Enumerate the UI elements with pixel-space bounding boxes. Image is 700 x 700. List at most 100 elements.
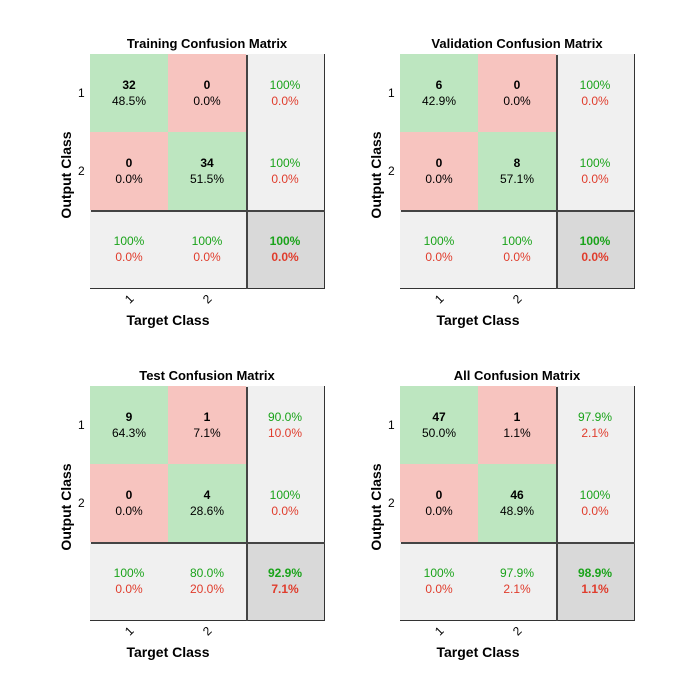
y-axis-label: Output Class: [368, 463, 384, 551]
x-tick-label: 1: [432, 623, 447, 639]
total-cell: 100% 0.0%: [246, 210, 325, 289]
summary-cell: 80.0% 20.0%: [168, 542, 247, 621]
y-tick-label: 1: [388, 418, 395, 432]
summary-cell: 100% 0.0%: [400, 542, 479, 621]
matrix-grid: 9 64.3% 1 7.1% 90.0% 10.0% 0 0.0% 4 28.6% 100% 0.0%…: [90, 386, 325, 621]
summary-separator-horizontal: [401, 210, 635, 212]
matrix-cell: 0 0.0%: [90, 464, 169, 543]
row-correct-rate: 100%: [579, 78, 611, 92]
col-correct-rate: 100%: [423, 234, 455, 248]
row-error-rate: 2.1%: [581, 426, 609, 440]
y-axis-label: Output Class: [58, 131, 74, 219]
cell-count: 0: [435, 156, 443, 170]
cell-count: 0: [435, 488, 443, 502]
total-cell: 100% 0.0%: [556, 210, 635, 289]
summary-separator-vertical: [556, 387, 558, 621]
col-error-rate: 0.0%: [503, 250, 531, 264]
cell-percent: 48.9%: [499, 504, 535, 518]
summary-cell: 100% 0.0%: [90, 542, 169, 621]
chart-title: Validation Confusion Matrix: [431, 36, 603, 51]
total-correct-rate: 100%: [579, 234, 611, 248]
summary-cell: 100% 0.0%: [478, 210, 557, 289]
summary-cell: 90.0% 10.0%: [246, 386, 325, 465]
matrix-cell: 1 7.1%: [168, 386, 247, 465]
col-error-rate: 20.0%: [189, 582, 225, 596]
y-tick-label: 2: [388, 164, 395, 178]
row-correct-rate: 100%: [269, 156, 301, 170]
y-tick-label: 1: [78, 86, 85, 100]
col-correct-rate: 80.0%: [189, 566, 225, 580]
matrix-cell: 9 64.3%: [90, 386, 169, 465]
row-error-rate: 0.0%: [271, 94, 299, 108]
y-axis-label: Output Class: [58, 463, 74, 551]
x-tick-label: 1: [432, 291, 447, 307]
matrix-cell: 8 57.1%: [478, 132, 557, 211]
confusion-matrix-panel-3: Test Confusion Matrix 9 64.3% 1 7.1% 90.0% 10.…: [0, 332, 340, 660]
x-axis-label: Target Class: [436, 312, 520, 328]
matrix-cell: 0 0.0%: [400, 132, 479, 211]
matrix-cell: 0 0.0%: [90, 132, 169, 211]
cell-percent: 57.1%: [499, 172, 535, 186]
cell-percent: 0.0%: [425, 504, 453, 518]
total-correct-rate: 92.9%: [267, 566, 303, 580]
y-axis-label: Output Class: [368, 131, 384, 219]
cell-count: 0: [125, 488, 133, 502]
y-tick-label: 2: [388, 496, 395, 510]
cell-count: 8: [513, 156, 521, 170]
row-error-rate: 0.0%: [271, 504, 299, 518]
y-tick-label: 2: [78, 164, 85, 178]
summary-cell: 100% 0.0%: [246, 54, 325, 133]
summary-cell: 100% 0.0%: [556, 132, 635, 211]
matrix-cell: 0 0.0%: [400, 464, 479, 543]
matrix-cell: 46 48.9%: [478, 464, 557, 543]
cell-percent: 28.6%: [189, 504, 225, 518]
matrix-cell: 6 42.9%: [400, 54, 479, 133]
summary-cell: 100% 0.0%: [556, 54, 635, 133]
cell-percent: 51.5%: [189, 172, 225, 186]
cell-count: 0: [125, 156, 133, 170]
cell-count: 9: [125, 410, 133, 424]
summary-separator-horizontal: [401, 542, 635, 544]
x-tick-label: 2: [200, 623, 215, 639]
col-correct-rate: 100%: [113, 566, 145, 580]
col-error-rate: 0.0%: [193, 250, 221, 264]
cell-count: 34: [200, 156, 214, 170]
matrix-cell: 0 0.0%: [478, 54, 557, 133]
cell-count: 0: [513, 78, 521, 92]
summary-separator-vertical: [246, 55, 248, 289]
chart-title: All Confusion Matrix: [453, 368, 581, 383]
total-cell: 98.9% 1.1%: [556, 542, 635, 621]
confusion-matrix-panel-1: Training Confusion Matrix 32 48.5% 0 0.0% 100…: [0, 0, 340, 328]
cell-percent: 64.3%: [111, 426, 147, 440]
confusion-matrix-panel-2: Validation Confusion Matrix 6 42.9% 0 0.0% 10…: [310, 0, 650, 328]
summary-cell: 97.9% 2.1%: [478, 542, 557, 621]
cell-count: 47: [432, 410, 446, 424]
y-tick-label: 1: [388, 86, 395, 100]
total-error-rate: 0.0%: [271, 250, 299, 264]
total-error-rate: 1.1%: [581, 582, 609, 596]
row-error-rate: 0.0%: [581, 94, 609, 108]
row-error-rate: 10.0%: [267, 426, 303, 440]
cell-count: 32: [122, 78, 136, 92]
summary-separator-vertical: [556, 55, 558, 289]
summary-cell: 100% 0.0%: [168, 210, 247, 289]
col-correct-rate: 97.9%: [499, 566, 535, 580]
matrix-grid: 32 48.5% 0 0.0% 100% 0.0% 0 0.0% 34 51.5% 100% 0.0%…: [90, 54, 325, 289]
total-correct-rate: 100%: [269, 234, 301, 248]
col-error-rate: 0.0%: [425, 582, 453, 596]
col-error-rate: 0.0%: [115, 582, 143, 596]
x-axis-label: Target Class: [126, 644, 210, 660]
cell-percent: 1.1%: [503, 426, 531, 440]
row-correct-rate: 100%: [579, 156, 611, 170]
x-tick-label: 2: [510, 291, 525, 307]
chart-title: Test Confusion Matrix: [139, 368, 275, 383]
row-error-rate: 0.0%: [271, 172, 299, 186]
cell-percent: 42.9%: [421, 94, 457, 108]
y-tick-label: 2: [78, 496, 85, 510]
x-tick-label: 2: [510, 623, 525, 639]
row-correct-rate: 100%: [269, 488, 301, 502]
row-correct-rate: 100%: [579, 488, 611, 502]
x-tick-label: 1: [122, 291, 137, 307]
matrix-grid: 6 42.9% 0 0.0% 100% 0.0% 0 0.0% 8 57.1% 100% 0.0% 10…: [400, 54, 635, 289]
summary-cell: 100% 0.0%: [246, 464, 325, 543]
